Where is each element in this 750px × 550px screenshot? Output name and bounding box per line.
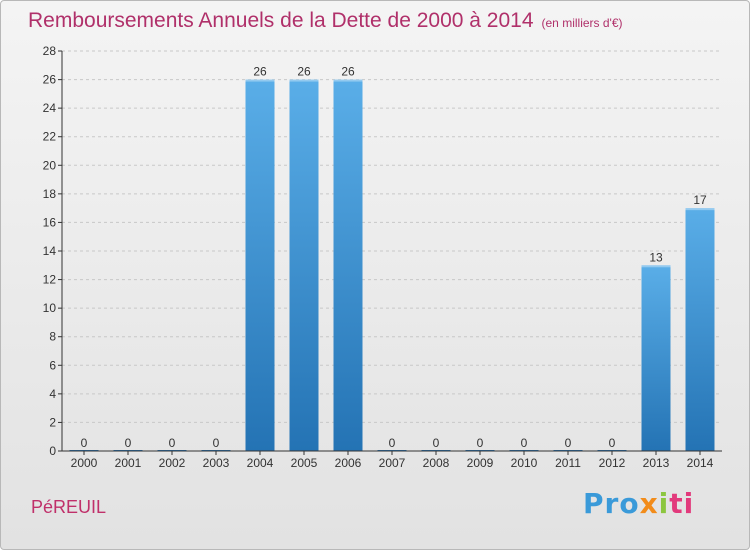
logo-part-4: ti [669,487,695,520]
x-tick-label-2014: 2014 [687,456,714,470]
bar-highlight-2006 [333,79,363,82]
x-tick-label-2004: 2004 [247,456,274,470]
y-tick-label-22: 22 [43,130,57,144]
bar-highlight-2013 [641,265,671,268]
y-tick-label-26: 26 [43,73,57,87]
data-label-2008: 0 [433,436,440,450]
x-tick-label-2010: 2010 [511,456,538,470]
data-label-2000: 0 [81,436,88,450]
data-label-2013: 13 [649,250,663,264]
bar-highlight-2005 [289,79,319,82]
bar-2013 [641,265,671,451]
data-label-2009: 0 [477,436,484,450]
y-tick-label-6: 6 [49,358,56,372]
x-tick-label-2012: 2012 [599,456,626,470]
bar-2004 [245,79,275,452]
data-label-2014: 17 [693,193,707,207]
bar-highlight-2014 [685,208,715,211]
x-tick-label-2001: 2001 [115,456,142,470]
y-tick-label-14: 14 [43,244,57,258]
x-tick-label-2005: 2005 [291,456,318,470]
y-tick-label-4: 4 [49,387,56,401]
y-tick-label-0: 0 [49,444,56,458]
data-label-2012: 0 [609,436,616,450]
y-tick-label-12: 12 [43,273,57,287]
data-label-2007: 0 [389,436,396,450]
y-tick-label-16: 16 [43,215,57,229]
y-tick-label-28: 28 [43,44,57,58]
y-tick-label-20: 20 [43,158,57,172]
x-tick-label-2009: 2009 [467,456,494,470]
bar-2006 [333,79,363,452]
chart-title-text: Remboursements Annuels de la Dette de 20… [28,9,534,32]
x-tick-label-2007: 2007 [379,456,406,470]
data-label-2010: 0 [521,436,528,450]
x-tick-label-2003: 2003 [203,456,230,470]
data-label-2002: 0 [169,436,176,450]
data-label-2003: 0 [213,436,220,450]
logo-part-2: x [639,487,659,520]
bar-2014 [685,208,715,451]
y-tick-label-2: 2 [49,415,56,429]
x-tick-label-2011: 2011 [555,456,581,470]
x-tick-label-2000: 2000 [71,456,98,470]
x-tick-label-2008: 2008 [423,456,450,470]
data-label-2004: 26 [253,65,267,79]
data-label-2001: 0 [125,436,132,450]
logo-part-1: Pro [583,487,640,520]
bar-highlight-2004 [245,79,275,82]
x-tick-label-2002: 2002 [159,456,186,470]
y-tick-label-24: 24 [43,101,57,115]
data-label-2005: 26 [297,65,311,79]
chart-unit: (en milliers d'€) [541,16,623,30]
town-name: PéREUIL [31,497,107,517]
x-tick-label-2013: 2013 [643,456,670,470]
x-tick-label-2006: 2006 [335,456,362,470]
bar-2005 [289,79,319,452]
logo-part-3: i [658,487,670,520]
chart-title: Remboursements Annuels de la Dette de 20… [28,9,623,33]
y-tick-label-10: 10 [43,301,57,315]
data-label-2006: 26 [341,65,355,79]
y-tick-label-18: 18 [43,187,57,201]
proxiti-logo: Proxiti [583,487,694,520]
data-label-2011: 0 [565,436,572,450]
y-tick-label-8: 8 [49,330,56,344]
